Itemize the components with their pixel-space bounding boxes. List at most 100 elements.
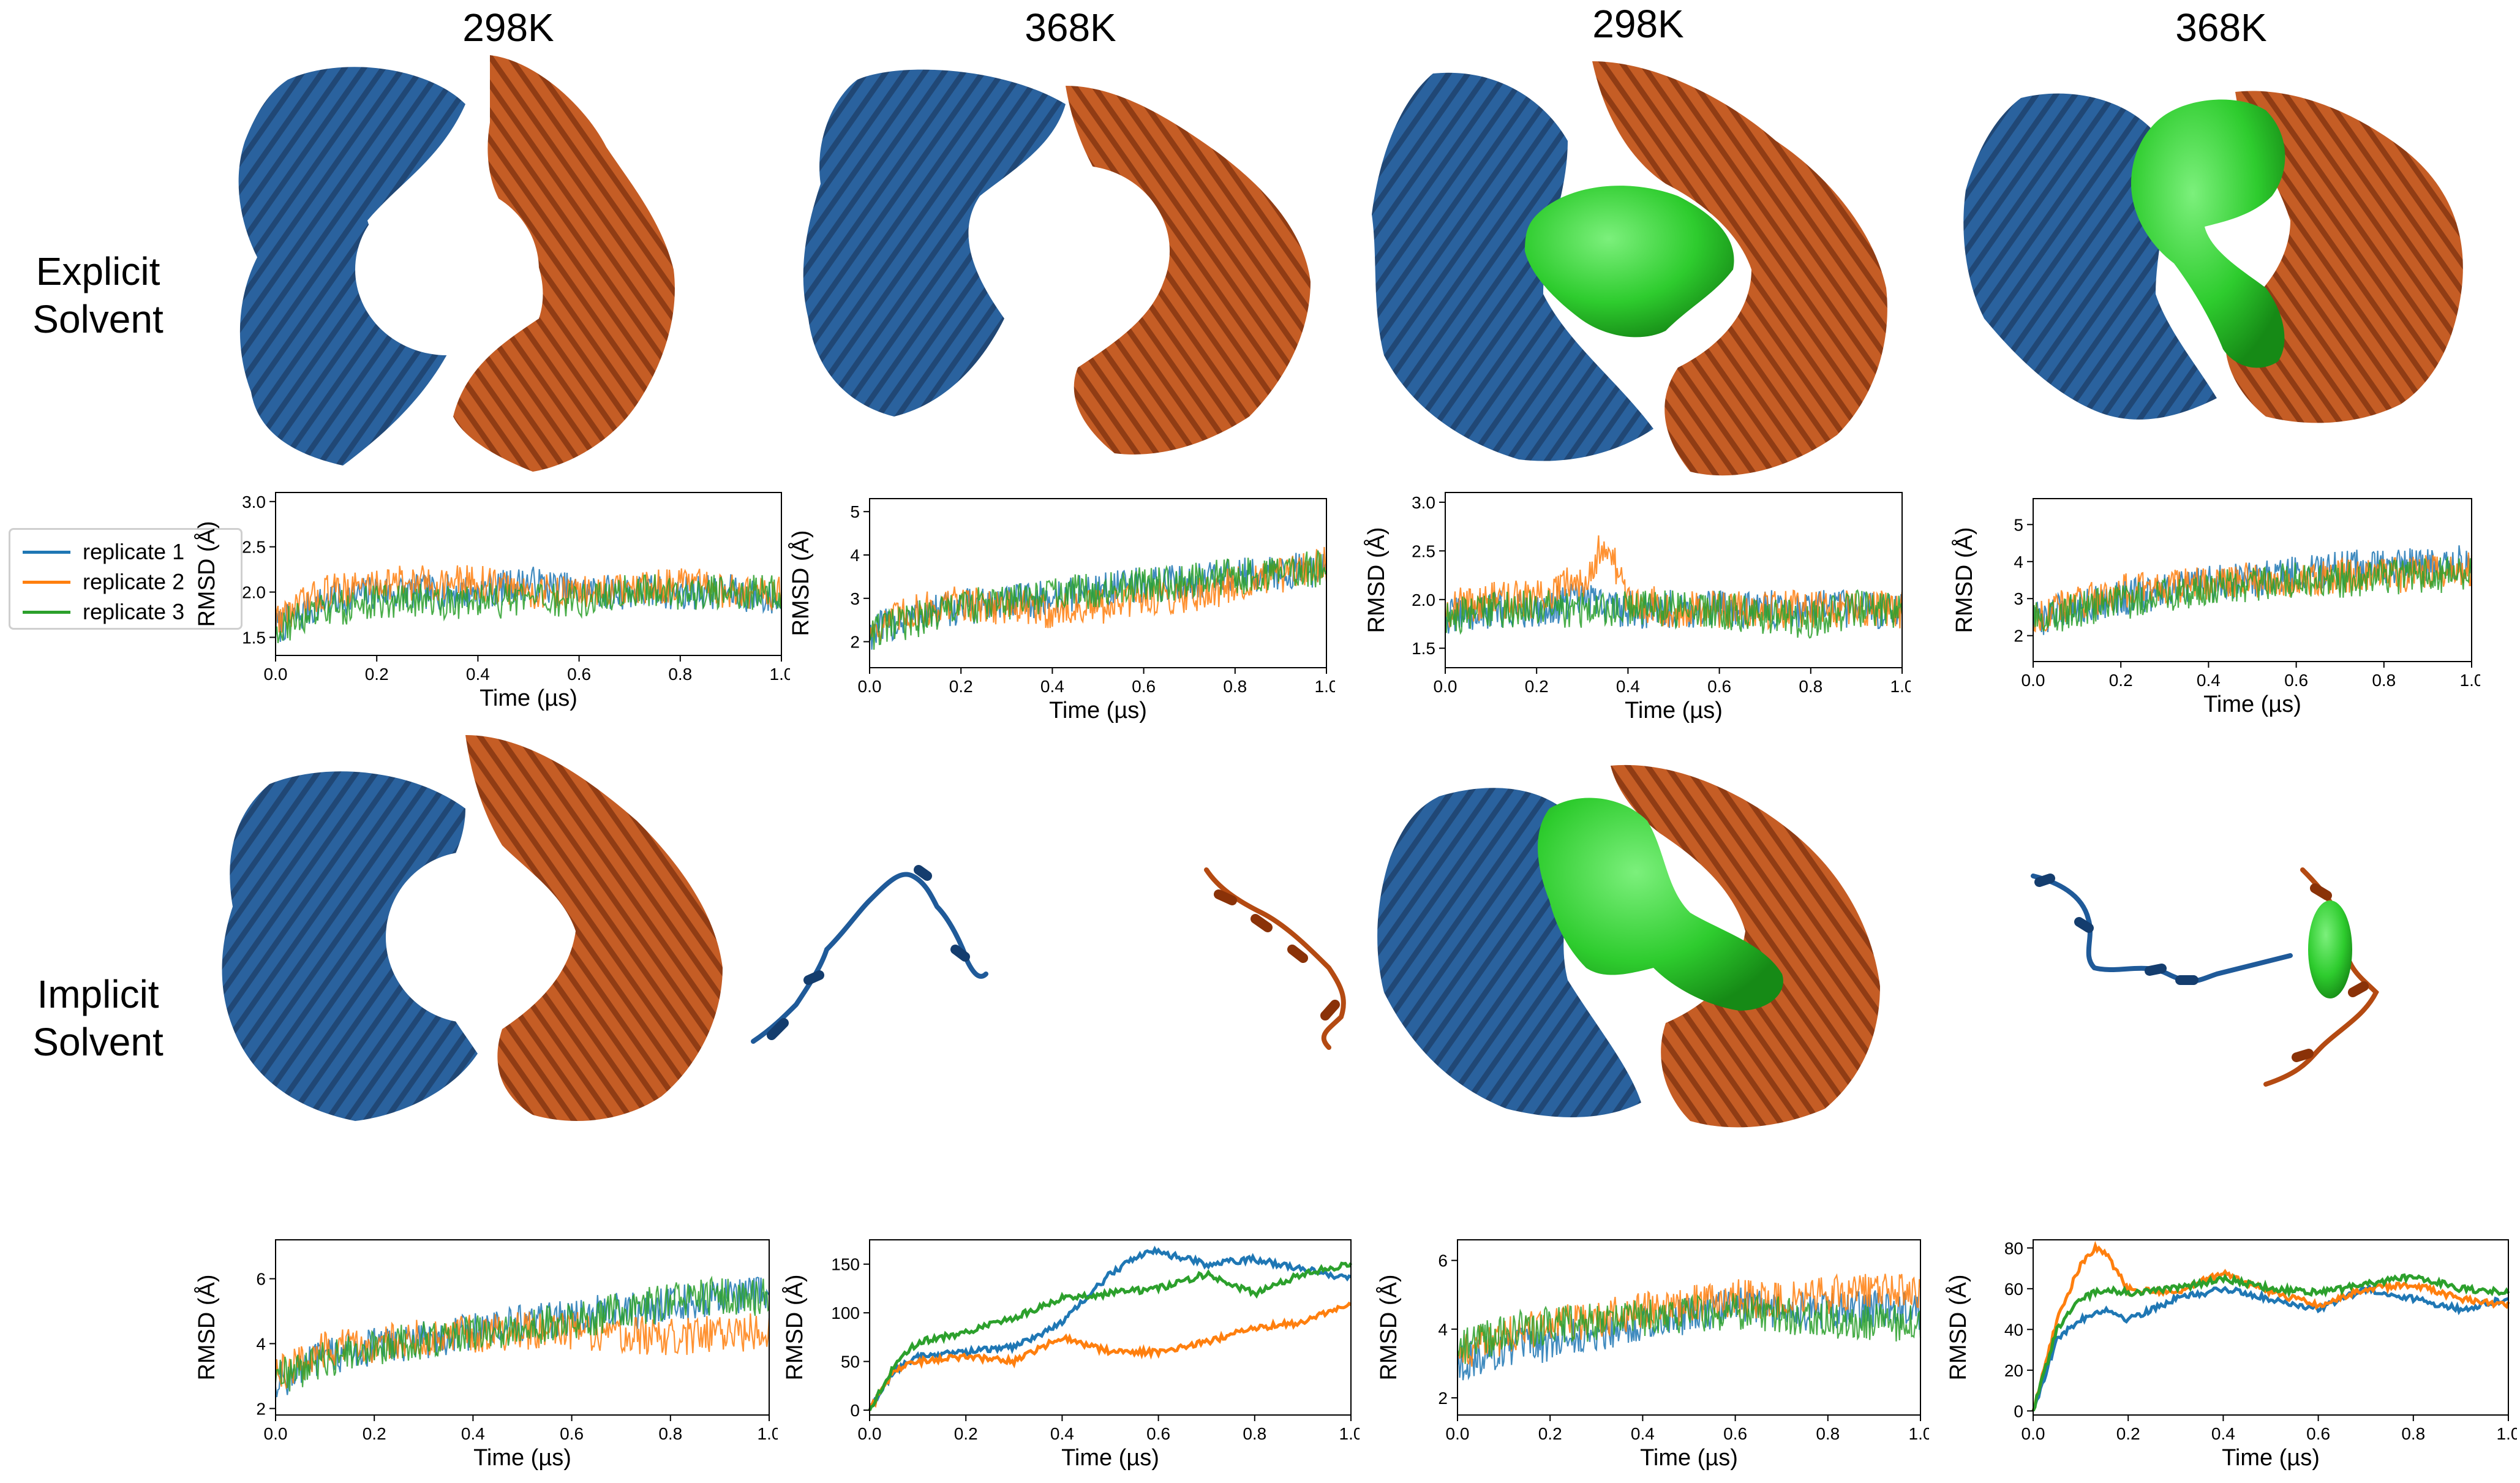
x-axis-label: Time (µs) — [1625, 698, 1723, 723]
x-tick-label: 0.8 — [2401, 1424, 2425, 1443]
x-tick-label: 0.6 — [1723, 1424, 1747, 1443]
y-axis-label: RMSD (Å) — [1944, 1274, 1971, 1380]
y-tick-label: 4 — [256, 1334, 266, 1353]
y-tick-label: 5 — [2014, 515, 2023, 534]
rmsd-chart-implicit-368k-apo: 0.0 0.2 0.4 0.6 0.8 1.0 0 50 100 150 Time (µs) RMSD… — [781, 1239, 1360, 1471]
column-title-2: 368K — [1025, 6, 1116, 50]
x-tick-label: 0.4 — [1040, 677, 1064, 696]
row-label-explicit-line1: Explicit — [36, 249, 160, 293]
y-tick-label: 2.0 — [1412, 591, 1435, 609]
series-line-2 — [868, 546, 1328, 642]
x-axis-label: Time (µs) — [1061, 1445, 1159, 1471]
series-line-3 — [869, 550, 1328, 650]
y-tick-label: 3.0 — [1412, 493, 1435, 512]
series-line-2 — [1445, 535, 1903, 631]
protein-ligand-unfolded-implicit-368k — [2031, 867, 2379, 1087]
x-tick-label: 0.2 — [2116, 1424, 2140, 1443]
x-tick-label: 0.4 — [2197, 671, 2221, 690]
y-axis-label: RMSD (Å) — [193, 521, 220, 627]
x-tick-label: 1.0 — [2460, 671, 2480, 690]
x-tick-label: 0.8 — [658, 1424, 682, 1443]
column-title-4: 368K — [2175, 6, 2267, 50]
x-tick-label: 0.0 — [1446, 1424, 1470, 1443]
y-tick-label: 80 — [2004, 1239, 2023, 1258]
rmsd-chart-explicit-298k-ligand: 0.0 0.2 0.4 0.6 0.8 1.0 1.5 2.0 2.5 3.0 Time (µs) R… — [1363, 492, 1911, 723]
x-axis-label: Time (µs) — [1049, 698, 1147, 723]
y-tick-label: 0 — [850, 1401, 860, 1420]
row-label-implicit-line1: Implicit — [37, 972, 159, 1016]
legend-item-replicate-3: replicate 3 — [23, 598, 231, 624]
x-tick-label: 0.8 — [1243, 1424, 1266, 1443]
x-tick-label: 0.4 — [1616, 677, 1640, 696]
y-tick-label: 20 — [2004, 1361, 2023, 1380]
column-title-1: 298K — [462, 6, 554, 50]
protein-unfolded-implicit-368k — [751, 865, 1346, 1050]
y-tick-label: 3 — [850, 589, 860, 608]
x-tick-label: 0.4 — [2211, 1424, 2235, 1443]
row-label-explicit-line2: Solvent — [32, 297, 164, 341]
y-tick-label: 4 — [2014, 553, 2023, 572]
series-line-2 — [2032, 552, 2473, 633]
x-tick-label: 1.0 — [1890, 677, 1911, 696]
y-tick-label: 2.5 — [1412, 542, 1435, 560]
y-tick-label: 2.0 — [242, 583, 266, 602]
x-tick-label: 0.2 — [954, 1424, 978, 1443]
series-line-3 — [274, 1275, 770, 1392]
x-tick-label: 0.6 — [2306, 1424, 2330, 1443]
x-tick-label: 0.8 — [1799, 677, 1822, 696]
y-axis-label: RMSD (Å) — [781, 1274, 808, 1380]
x-axis-label: Time (µs) — [2203, 692, 2301, 717]
x-tick-label: 0.8 — [1223, 677, 1247, 696]
x-tick-label: 0.0 — [264, 1424, 288, 1443]
x-tick-label: 0.2 — [365, 665, 389, 684]
x-tick-label: 0.0 — [264, 665, 288, 684]
series-line-3 — [1444, 589, 1903, 639]
y-tick-label: 6 — [1438, 1251, 1448, 1270]
protein-ligand-complex-explicit-368k — [1963, 91, 2463, 423]
y-axis-label: RMSD (Å) — [1363, 527, 1390, 633]
legend-item-replicate-1: replicate 1 — [23, 538, 231, 564]
legend-label-replicate-3: replicate 3 — [83, 599, 185, 624]
protein-ligand-complex-explicit-298k — [1372, 61, 1887, 476]
y-axis-label: RMSD (Å) — [1950, 527, 1977, 633]
y-tick-label: 5 — [850, 502, 860, 521]
x-tick-label: 0.6 — [560, 1424, 584, 1443]
rmsd-chart-explicit-368k-ligand: 0.0 0.2 0.4 0.6 0.8 1.0 2 3 4 5 Time (µs) RMSD (Å) — [1950, 498, 2480, 717]
plot-frame — [869, 498, 1327, 668]
y-tick-label: 50 — [841, 1353, 860, 1372]
y-tick-label: 2.5 — [242, 538, 266, 557]
y-tick-label: 150 — [831, 1255, 860, 1274]
legend-label-replicate-2: replicate 2 — [83, 569, 185, 594]
x-tick-label: 0.8 — [668, 665, 692, 684]
y-tick-label: 2 — [1438, 1389, 1448, 1408]
x-tick-label: 1.0 — [1315, 677, 1335, 696]
series-line-3 — [1456, 1293, 1922, 1364]
ligand-surface-explicit-368k — [2131, 99, 2285, 368]
x-tick-label: 0.0 — [1434, 677, 1457, 696]
x-tick-label: 0.4 — [461, 1424, 485, 1443]
y-tick-label: 2 — [2014, 627, 2023, 646]
x-tick-label: 0.6 — [567, 665, 591, 684]
y-tick-label: 60 — [2004, 1280, 2023, 1299]
plot-frame — [2033, 498, 2472, 662]
x-tick-label: 0.8 — [2372, 671, 2396, 690]
x-tick-label: 0.8 — [1816, 1424, 1840, 1443]
protein-dimer-explicit-368k — [803, 69, 1311, 455]
plot-frame — [2033, 1239, 2509, 1416]
protein-ligand-complex-implicit-298k — [1377, 764, 1880, 1128]
x-tick-label: 0.6 — [1146, 1424, 1170, 1443]
y-tick-label: 3.0 — [242, 492, 266, 511]
series-line-3 — [2032, 556, 2473, 632]
y-tick-label: 2 — [256, 1399, 266, 1418]
x-tick-label: 0.6 — [1132, 677, 1156, 696]
x-axis-label: Time (µs) — [473, 1445, 571, 1471]
x-tick-label: 1.0 — [770, 665, 790, 684]
series-line-3 — [274, 574, 783, 644]
legend-swatch-replicate-1 — [23, 551, 70, 554]
rmsd-chart-explicit-298k-apo: 0.0 0.2 0.4 0.6 0.8 1.0 1.5 2.0 2.5 3.0 Time (µs) R… — [193, 492, 790, 711]
rmsd-chart-implicit-298k-ligand: 0.0 0.2 0.4 0.6 0.8 1.0 2 4 6 Time (µs) RMSD (Å) — [1375, 1239, 1929, 1471]
y-tick-label: 100 — [831, 1304, 860, 1323]
x-tick-label: 0.2 — [2109, 671, 2133, 690]
legend-swatch-replicate-3 — [23, 611, 70, 614]
